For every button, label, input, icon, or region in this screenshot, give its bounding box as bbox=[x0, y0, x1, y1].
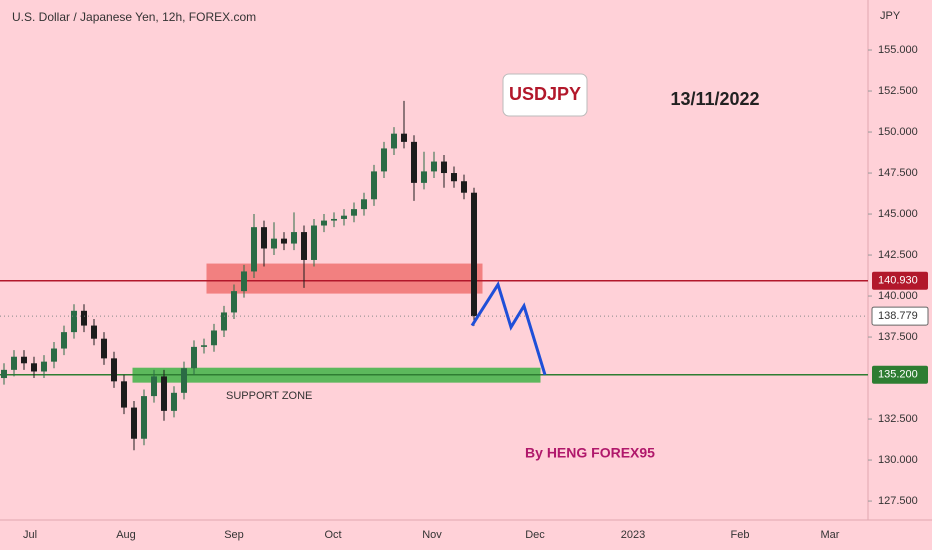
x-tick-label: 2023 bbox=[621, 529, 645, 541]
candle-body bbox=[421, 171, 427, 183]
x-tick-label: Oct bbox=[324, 529, 341, 541]
x-tick-label: Nov bbox=[422, 529, 442, 541]
candle-body bbox=[231, 291, 237, 313]
y-tick-label: 132.500 bbox=[878, 413, 918, 425]
candle-body bbox=[41, 361, 47, 372]
candle-body bbox=[291, 232, 297, 244]
candle-body bbox=[471, 192, 477, 317]
price-box bbox=[872, 365, 928, 384]
y-unit: JPY bbox=[880, 10, 901, 22]
y-tick-label: 155.000 bbox=[878, 44, 918, 56]
x-tick-label: Mar bbox=[821, 529, 840, 541]
zone-label: SUPPORT ZONE bbox=[226, 390, 312, 402]
candle-body bbox=[201, 345, 207, 347]
candle-body bbox=[261, 227, 267, 249]
y-tick-label: 147.500 bbox=[878, 167, 918, 179]
candle-body bbox=[61, 332, 67, 349]
candle-body bbox=[81, 310, 87, 326]
candle-body bbox=[71, 310, 77, 333]
y-tick-label: 142.500 bbox=[878, 249, 918, 261]
projection-path bbox=[470, 281, 547, 376]
candle-body bbox=[271, 238, 277, 249]
candle-body bbox=[111, 358, 117, 382]
price-box bbox=[872, 271, 928, 290]
y-tick-label: 140.000 bbox=[878, 290, 918, 302]
candle-body bbox=[31, 363, 37, 372]
candle-body bbox=[281, 238, 287, 244]
candle-body bbox=[221, 312, 227, 331]
candle-body bbox=[21, 356, 27, 364]
y-tick-label: 150.000 bbox=[878, 126, 918, 138]
author-label: By HENG FOREX95 bbox=[525, 445, 655, 461]
candle-body bbox=[331, 218, 337, 221]
y-tick-label: 137.500 bbox=[878, 331, 918, 343]
y-tick-label: 130.000 bbox=[878, 454, 918, 466]
candle-body bbox=[161, 376, 167, 411]
candle-body bbox=[441, 161, 447, 174]
candle-body bbox=[51, 348, 57, 362]
candle-body bbox=[451, 173, 457, 182]
candle-body bbox=[91, 325, 97, 339]
y-tick-label: 145.000 bbox=[878, 208, 918, 220]
price-box bbox=[871, 306, 929, 326]
candle-body bbox=[151, 376, 157, 397]
candle-body bbox=[181, 368, 187, 393]
candle-body bbox=[371, 171, 377, 200]
candle-body bbox=[1, 369, 7, 379]
candle-body bbox=[241, 271, 247, 292]
candle-body bbox=[171, 392, 177, 411]
candle-body bbox=[11, 356, 17, 370]
x-tick-label: Jul bbox=[23, 529, 37, 541]
candle-body bbox=[351, 209, 357, 216]
candle-body bbox=[301, 232, 307, 260]
candle-body bbox=[341, 215, 347, 219]
y-tick-label: 152.500 bbox=[878, 85, 918, 97]
y-tick-label: 127.500 bbox=[878, 495, 918, 507]
candle-body bbox=[431, 161, 437, 172]
x-tick-label: Dec bbox=[525, 529, 545, 541]
symbol-box bbox=[502, 73, 588, 117]
candle-body bbox=[251, 227, 257, 272]
candle-body bbox=[191, 346, 197, 369]
candle-body bbox=[461, 181, 467, 193]
x-tick-label: Sep bbox=[224, 529, 244, 541]
candle-body bbox=[321, 220, 327, 226]
symbol-label: USDJPY bbox=[509, 84, 581, 104]
x-tick-label: Feb bbox=[731, 529, 750, 541]
candle-body bbox=[311, 225, 317, 260]
candle-body bbox=[121, 381, 127, 408]
candle-body bbox=[211, 330, 217, 346]
candle-body bbox=[381, 148, 387, 172]
candle-body bbox=[131, 407, 137, 439]
price-label: 135.200 bbox=[878, 369, 918, 381]
price-label: 138.779 bbox=[878, 310, 918, 322]
chart-title: U.S. Dollar / Japanese Yen, 12h, FOREX.c… bbox=[12, 10, 256, 24]
price-label: 140.930 bbox=[878, 275, 918, 287]
x-tick-label: Aug bbox=[116, 529, 136, 541]
candle-body bbox=[361, 199, 367, 210]
zone bbox=[206, 263, 483, 294]
candle-body bbox=[141, 396, 147, 439]
date-label: 13/11/2022 bbox=[670, 89, 759, 109]
candle-body bbox=[391, 133, 397, 149]
candle-body bbox=[401, 133, 407, 142]
candle-body bbox=[101, 338, 107, 359]
candle-body bbox=[411, 141, 417, 183]
